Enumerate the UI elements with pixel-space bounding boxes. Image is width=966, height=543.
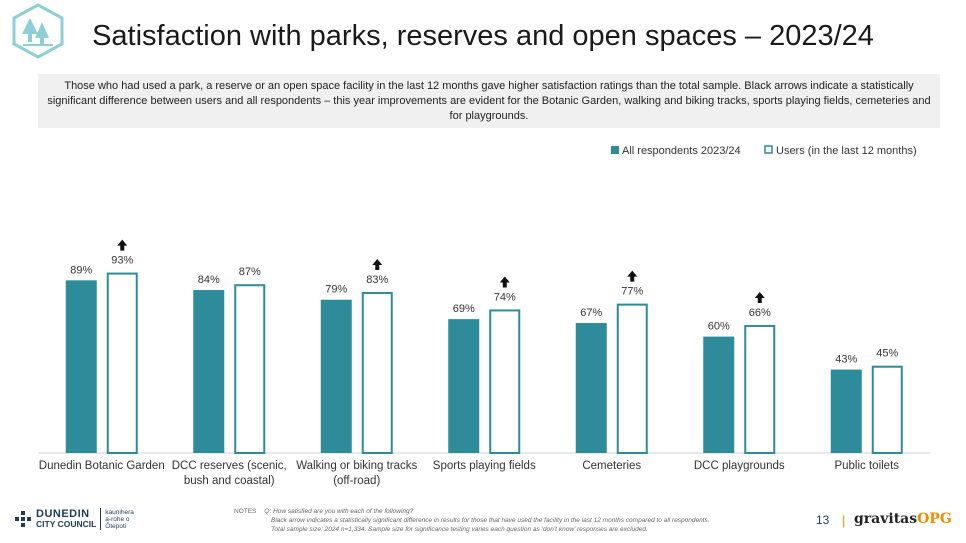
bar-users — [871, 365, 903, 454]
bar-all-respondents — [830, 369, 862, 453]
significance-arrow-icon — [754, 291, 765, 303]
data-label-users: 83% — [366, 274, 388, 286]
data-label-all: 43% — [835, 354, 857, 366]
data-label-all: 89% — [70, 264, 92, 276]
brand-separator: | — [842, 513, 846, 528]
page-number: 13 — [816, 513, 830, 527]
logo-maori2: a-rohe o — [105, 515, 130, 523]
bar-users — [234, 284, 266, 454]
legend-swatch-users — [764, 145, 773, 154]
page-title: Satisfaction with parks, reserves and op… — [92, 20, 874, 52]
legend-swatch-all — [611, 146, 619, 154]
brand-accent: OPG — [917, 511, 952, 527]
significance-arrow-icon — [499, 276, 510, 288]
summary-box: Those who had used a park, a reserve or … — [38, 74, 940, 128]
bar-users — [489, 309, 521, 454]
bar-all-respondents — [703, 336, 735, 453]
category-label: bush and coastal) — [184, 475, 275, 487]
bar-users — [616, 303, 648, 454]
data-label-users: 45% — [876, 348, 898, 360]
category-label: Sports playing fields — [433, 460, 536, 472]
bar-users — [106, 272, 138, 454]
category-label: Public toilets — [834, 460, 899, 472]
category-label: DCC playgrounds — [694, 460, 785, 472]
significance-arrow-icon — [117, 239, 128, 251]
category-label: DCC reserves (scenic, — [172, 460, 287, 472]
data-label-all: 69% — [453, 303, 475, 315]
bar-all-respondents — [448, 319, 480, 453]
logo-line1: DUNEDIN — [36, 508, 90, 520]
category-label: (off-road) — [333, 475, 380, 487]
logo-maori3: Ōtepoti — [105, 522, 127, 530]
bar-all-respondents — [193, 290, 225, 453]
data-label-users: 93% — [111, 255, 133, 267]
gravitas-logo: gravitasOPG — [854, 511, 952, 527]
satisfaction-bar-chart: 89% 93% Dunedin Botanic Garden 84% 87% DCC re… — [38, 145, 931, 487]
notes: NOTES Q: How satisfied are you with each … — [234, 507, 710, 534]
legend-label-all: All respondents 2023/24 — [622, 145, 741, 157]
park-hexagon-icon — [12, 3, 64, 59]
legend-label-users: Users (in the last 12 months) — [776, 145, 917, 157]
bar-users — [361, 291, 393, 454]
notes-line3: Total sample size: 2024 n=1,334. Sample … — [271, 526, 648, 533]
data-label-users: 77% — [621, 286, 643, 298]
category-label: Dunedin Botanic Garden — [39, 460, 165, 472]
bar-all-respondents — [320, 299, 352, 453]
significance-arrow-icon — [372, 258, 383, 270]
notes-label: NOTES — [234, 508, 257, 515]
logo-maori1: kaunihera — [105, 508, 134, 516]
data-label-users: 66% — [749, 307, 771, 319]
data-label-all: 60% — [708, 321, 730, 333]
notes-line2: Black arrow indicates a statistically si… — [271, 517, 710, 524]
data-label-all: 84% — [198, 274, 220, 286]
bar-all-respondents — [65, 280, 97, 453]
bar-all-respondents — [575, 323, 607, 453]
data-label-users: 74% — [494, 291, 516, 303]
category-label: Walking or biking tracks — [296, 460, 417, 472]
brand-main: gravitas — [854, 511, 918, 527]
data-label-all: 79% — [325, 284, 347, 296]
logo-line2: CITY COUNCIL — [36, 519, 97, 529]
significance-arrow-icon — [627, 270, 638, 282]
data-label-all: 67% — [580, 307, 602, 319]
dcc-logo-icon — [15, 511, 31, 527]
data-label-users: 87% — [239, 266, 261, 278]
bar-users — [744, 324, 776, 455]
notes-question: Q: How satisfied are you with each of th… — [264, 508, 414, 515]
dcc-logo: DUNEDIN CITY COUNCIL kaunihera a-rohe o … — [14, 508, 134, 530]
category-label: Cemeteries — [582, 460, 641, 472]
